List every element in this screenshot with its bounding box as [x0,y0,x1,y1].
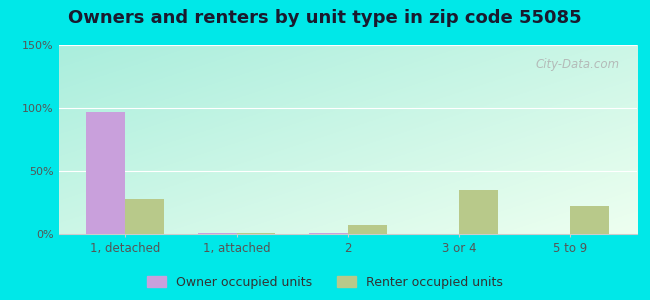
Bar [570,206,609,234]
Bar [309,233,348,234]
Bar [237,233,276,234]
Bar [125,199,164,234]
Text: City-Data.com: City-Data.com [536,58,619,71]
Bar [86,112,125,234]
Legend: Owner occupied units, Renter occupied units: Owner occupied units, Renter occupied un… [142,271,508,294]
Bar [459,190,498,234]
Bar [348,225,387,234]
Bar [198,233,237,234]
Text: Owners and renters by unit type in zip code 55085: Owners and renters by unit type in zip c… [68,9,582,27]
